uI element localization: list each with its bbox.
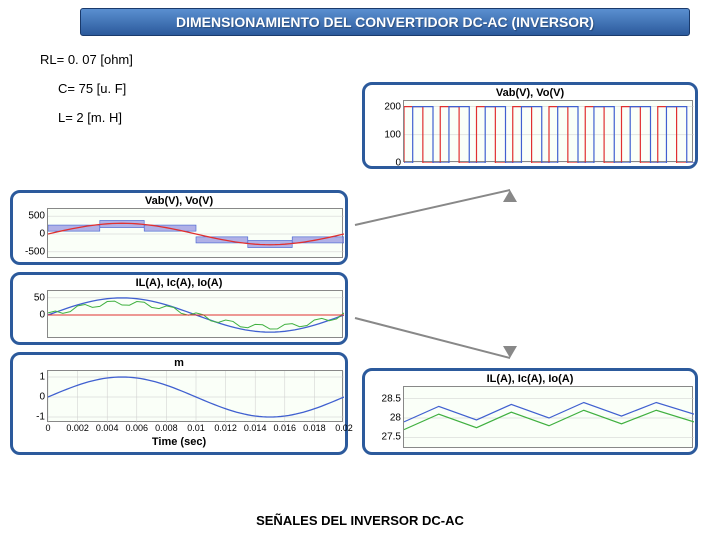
x-tick: 0.008 xyxy=(155,423,178,433)
y-tick: -500 xyxy=(25,246,45,257)
y-tick: -1 xyxy=(36,412,45,423)
chart-vab-vo: Vab(V), Vo(V) -5000500 xyxy=(10,190,348,265)
y-tick: 0 xyxy=(39,229,45,240)
x-tick: 0.002 xyxy=(66,423,89,433)
x-tick: 0.014 xyxy=(244,423,267,433)
chart-title: IL(A), Ic(A), Io(A) xyxy=(19,277,339,289)
chart-title: Vab(V), Vo(V) xyxy=(371,87,689,99)
chart-title: IL(A), Ic(A), Io(A) xyxy=(371,373,689,385)
param-l: L= 2 [m. H] xyxy=(58,110,133,125)
x-tick: 0.006 xyxy=(126,423,149,433)
plot-area: -5000500 xyxy=(47,208,343,258)
plot-area: 050 xyxy=(47,290,343,338)
chart-il-ic-io-zoom: IL(A), Ic(A), Io(A) 27.52828.5 xyxy=(362,368,698,455)
plot-area: 0100200 xyxy=(403,100,693,162)
y-tick: 200 xyxy=(384,101,401,112)
y-tick: 1 xyxy=(39,372,45,383)
chart-title: m xyxy=(19,357,339,369)
x-tick: 0.012 xyxy=(214,423,237,433)
x-axis-label: Time (sec) xyxy=(19,436,339,448)
x-tick: 0.018 xyxy=(303,423,326,433)
y-tick: 0 xyxy=(39,310,45,321)
chart-title: Vab(V), Vo(V) xyxy=(19,195,339,207)
y-tick: 0 xyxy=(39,392,45,403)
y-tick: 0 xyxy=(395,158,401,169)
x-tick: 0.004 xyxy=(96,423,119,433)
parameters-block: RL= 0. 07 [ohm] C= 75 [u. F] L= 2 [m. H] xyxy=(40,52,133,139)
param-c: C= 75 [u. F] xyxy=(58,81,133,96)
y-tick: 100 xyxy=(384,129,401,140)
page-title: DIMENSIONAMIENTO DEL CONVERTIDOR DC-AC (… xyxy=(80,8,690,36)
x-tick: 0.016 xyxy=(274,423,297,433)
param-rl: RL= 0. 07 [ohm] xyxy=(40,52,133,67)
chart-m: m -10100.0020.0040.0060.0080.010.0120.01… xyxy=(10,352,348,455)
y-tick: 28 xyxy=(390,413,401,424)
chart-vab-vo-zoom: Vab(V), Vo(V) 0100200 xyxy=(362,82,698,169)
plot-area: -10100.0020.0040.0060.0080.010.0120.0140… xyxy=(47,370,343,422)
x-tick: 0 xyxy=(45,423,50,433)
x-tick: 0.01 xyxy=(187,423,205,433)
y-tick: 500 xyxy=(28,211,45,222)
x-tick: 0.02 xyxy=(335,423,353,433)
y-tick: 50 xyxy=(34,292,45,303)
y-tick: 27.5 xyxy=(382,432,401,443)
chart-il-ic-io: IL(A), Ic(A), Io(A) 050 xyxy=(10,272,348,345)
y-tick: 28.5 xyxy=(382,393,401,404)
plot-area: 27.52828.5 xyxy=(403,386,693,448)
footer-caption: SEÑALES DEL INVERSOR DC-AC xyxy=(0,513,720,528)
